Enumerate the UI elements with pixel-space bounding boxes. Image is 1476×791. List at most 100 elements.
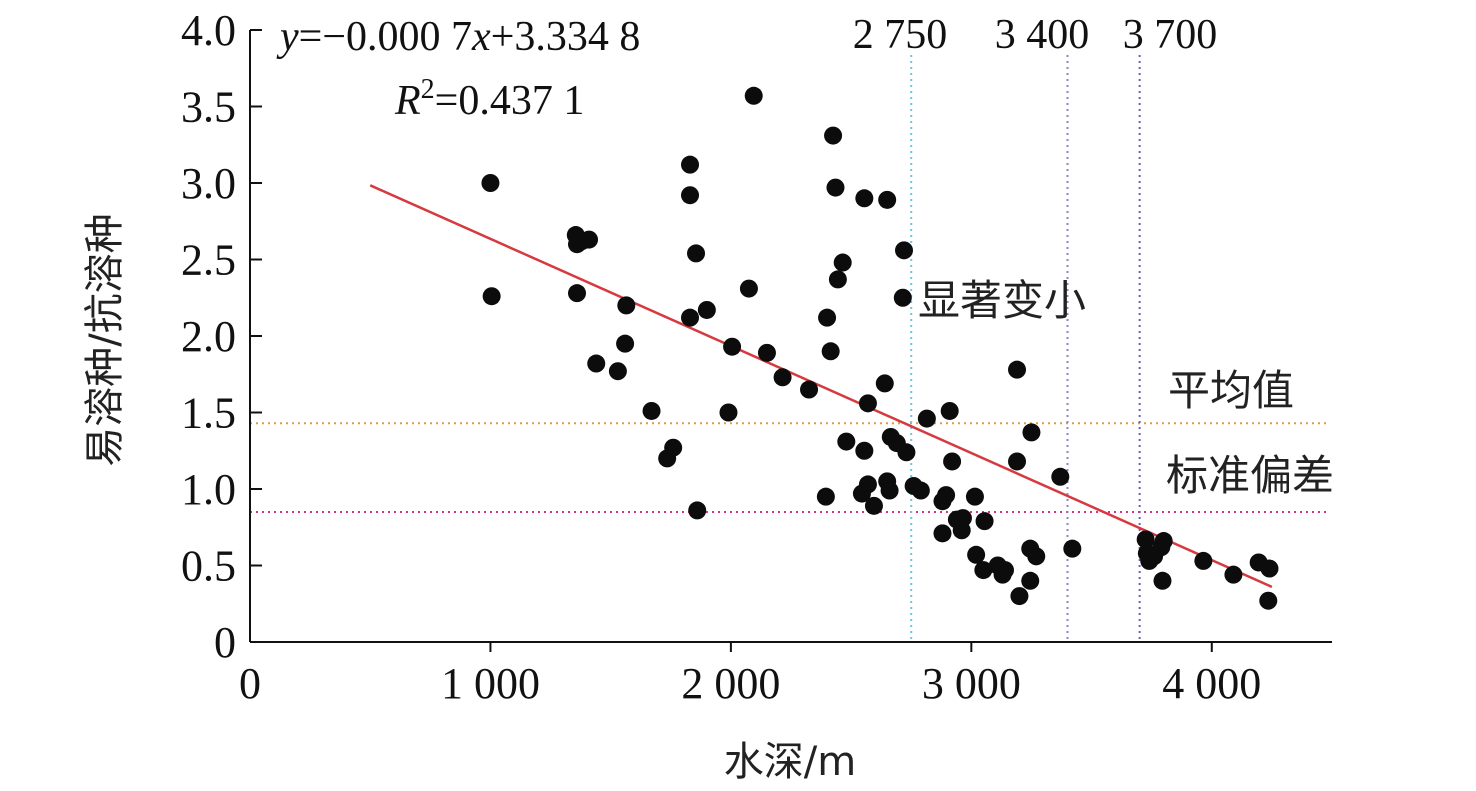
data-point — [723, 337, 742, 356]
data-point — [1027, 547, 1046, 566]
data-point — [1008, 452, 1027, 471]
x-axis-title: 水深/m — [724, 739, 856, 785]
data-point — [1194, 551, 1213, 570]
data-point — [965, 487, 984, 506]
data-point — [1136, 530, 1155, 549]
data-point — [897, 443, 916, 462]
y-tick-label: 3.0 — [181, 159, 236, 208]
data-point — [864, 496, 883, 515]
equation-intercept: +3.334 8 — [491, 14, 641, 60]
y-axis-title: 易溶种/抗溶种 — [82, 213, 128, 466]
data-point — [1153, 571, 1172, 590]
y-tick-label: 2.0 — [181, 312, 236, 361]
data-point — [1063, 539, 1082, 558]
data-point — [933, 524, 952, 543]
data-point — [995, 561, 1014, 580]
mean-label: 平均值 — [1168, 366, 1294, 415]
vline-label-3400: 3 400 — [995, 12, 1090, 58]
data-point — [837, 432, 856, 451]
data-point — [1260, 559, 1279, 578]
data-point — [911, 481, 930, 500]
data-point — [1259, 591, 1278, 610]
data-point — [617, 296, 636, 315]
data-point — [1008, 360, 1027, 379]
data-point — [816, 487, 835, 506]
data-point — [773, 368, 792, 387]
data-point — [1154, 532, 1173, 551]
data-point — [587, 354, 606, 373]
vline-label-3700: 3 700 — [1123, 12, 1218, 58]
data-point — [481, 174, 500, 192]
data-point — [855, 189, 874, 208]
y-tick-label: 1.0 — [181, 465, 236, 514]
y-tick-label: 4.0 — [181, 6, 236, 55]
data-point — [482, 287, 501, 306]
data-point — [697, 300, 716, 319]
y-tick-label: 3.5 — [181, 83, 236, 132]
data-point — [1224, 565, 1243, 584]
r2-value: =0.437 1 — [435, 78, 585, 124]
x-tick-label: 4 000 — [1162, 659, 1261, 708]
reference-vlines — [910, 55, 1141, 642]
data-point — [875, 374, 894, 393]
x-tick-label: 0 — [239, 659, 261, 708]
axes — [249, 29, 1332, 652]
x-tick-label: 1 000 — [441, 659, 540, 708]
data-point — [953, 509, 972, 528]
data-point — [1010, 587, 1029, 606]
data-point — [616, 334, 635, 353]
regression-equation: y=−0.000 7x+3.334 8 — [276, 14, 640, 60]
data-point — [681, 155, 700, 174]
significant-decrease-annotation: 显著变小 — [918, 276, 1086, 325]
data-point — [800, 380, 819, 399]
data-point — [824, 126, 843, 145]
data-point — [658, 449, 677, 468]
data-point — [568, 284, 587, 303]
equation-x-symbol: x — [471, 14, 491, 60]
r2-symbol: R — [394, 78, 421, 124]
y-tick-label: 0.5 — [181, 542, 236, 591]
data-point — [642, 401, 661, 420]
data-point — [818, 308, 837, 327]
x-tick-label: 2 000 — [681, 659, 780, 708]
data-point — [1022, 423, 1041, 442]
data-point — [943, 452, 962, 471]
points-group — [481, 86, 1279, 610]
data-point — [608, 362, 627, 381]
data-point — [974, 561, 993, 580]
data-point — [687, 244, 706, 263]
data-point — [580, 230, 599, 249]
data-point — [826, 178, 845, 197]
data-point — [828, 270, 847, 289]
data-point — [681, 186, 700, 205]
regression-line — [369, 184, 1273, 589]
data-point — [833, 253, 852, 272]
data-point — [744, 86, 763, 105]
vline-label-2750: 2 750 — [853, 12, 948, 58]
y-tick-label: 0 — [214, 618, 236, 667]
data-point — [967, 545, 986, 564]
data-point — [688, 501, 707, 520]
data-point — [858, 475, 877, 494]
data-point — [739, 279, 758, 298]
data-point — [855, 441, 874, 460]
r2-superscript: 2 — [421, 74, 435, 105]
data-point — [917, 409, 936, 428]
data-point — [975, 512, 994, 531]
data-point — [719, 403, 738, 422]
data-point — [937, 486, 956, 505]
y-tick-label: 1.5 — [181, 389, 236, 438]
y-tick-label: 2.5 — [181, 236, 236, 285]
data-point — [757, 343, 776, 362]
data-point — [1021, 571, 1040, 590]
std-dev-label: 标准偏差 — [1166, 451, 1334, 500]
tick-labels: 0 0.5 1.0 1.5 2.0 2.5 3.0 3.5 4.0 0 1 000 2 000 3 00… — [181, 6, 1261, 708]
data-point — [940, 401, 959, 420]
data-point — [878, 190, 897, 209]
data-point — [821, 342, 840, 361]
x-tick-label: 3 000 — [922, 659, 1021, 708]
r-squared-label: R2=0.437 1 — [394, 74, 584, 124]
equation-y-symbol: y — [276, 14, 299, 60]
